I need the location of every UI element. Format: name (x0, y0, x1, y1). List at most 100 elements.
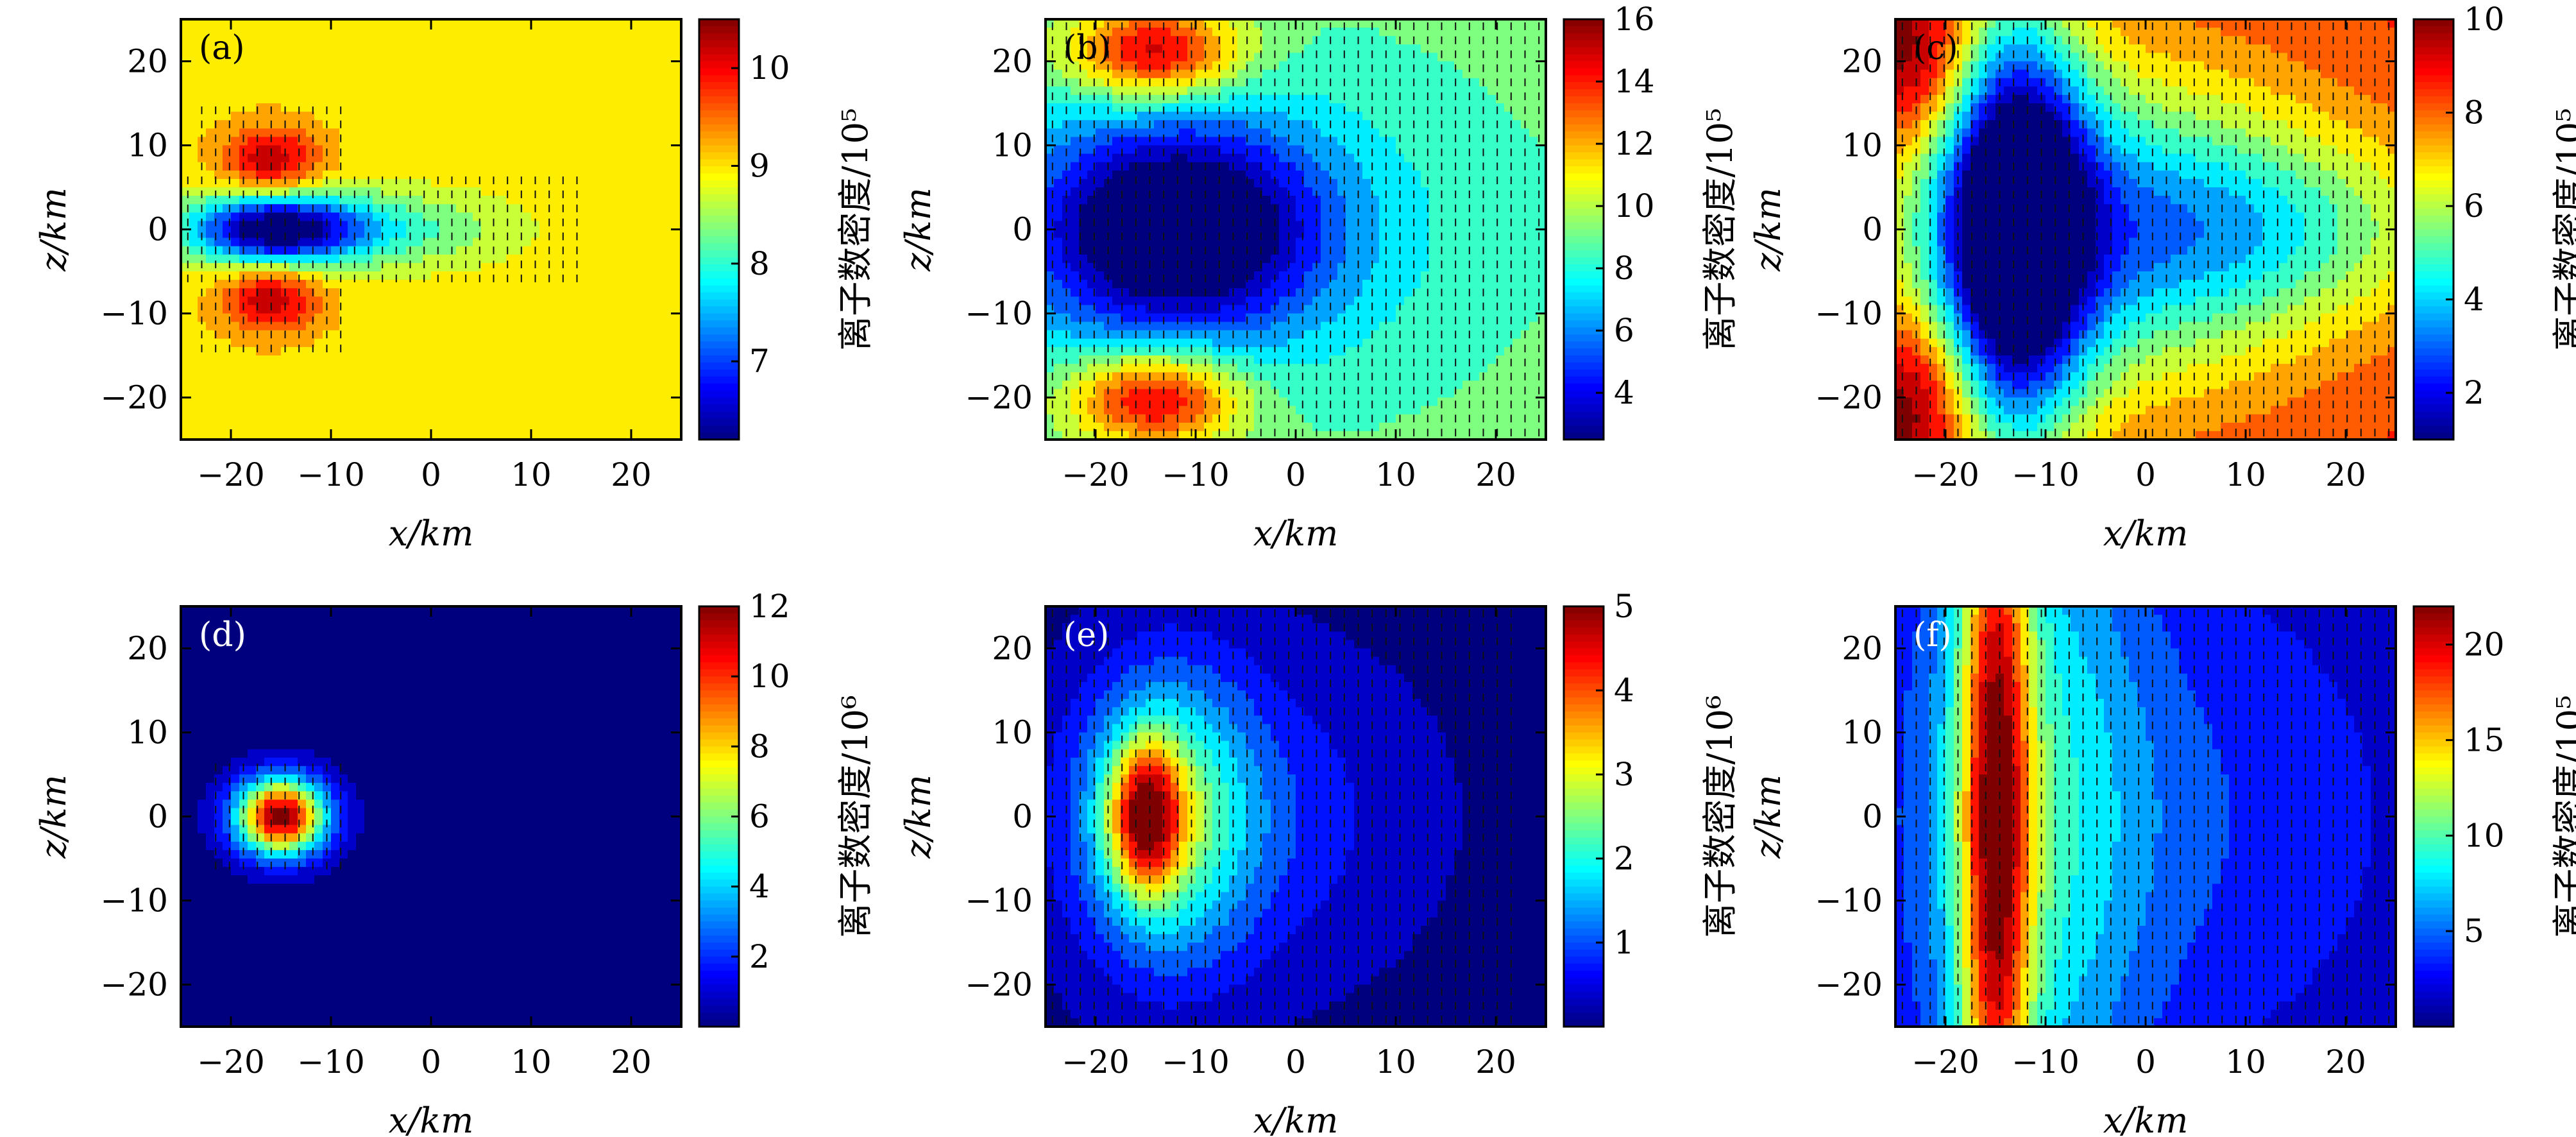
field-cell (1179, 347, 1188, 356)
field-cell (464, 53, 473, 62)
field-cell (498, 19, 507, 28)
field-cell (1137, 339, 1146, 348)
field-cell (481, 179, 490, 188)
field-cell (398, 179, 407, 188)
field-cell (356, 112, 365, 121)
field-cell (656, 171, 665, 180)
field-cell (1262, 28, 1271, 37)
field-cell (564, 187, 573, 196)
field-cell (1112, 112, 1121, 121)
field-cell (398, 204, 407, 213)
field-cell (581, 204, 590, 213)
field-cell (656, 187, 665, 196)
field-cell (1279, 238, 1288, 247)
field-cell (231, 204, 240, 213)
field-cell (665, 187, 674, 196)
field-cell (556, 322, 565, 331)
field-cell (564, 238, 573, 247)
field-cell (656, 230, 665, 239)
field-cell (614, 423, 623, 432)
field-cell (506, 87, 515, 96)
field-cell (423, 364, 432, 373)
field-cell (1196, 280, 1205, 289)
field-cell (1262, 112, 1271, 121)
field-cell (506, 372, 515, 381)
field-cell (1221, 280, 1230, 289)
field-cell (339, 36, 348, 45)
field-cell (223, 380, 232, 389)
field-cell (473, 389, 482, 398)
field-cell (1071, 305, 1080, 314)
field-cell (431, 305, 440, 314)
field-cell (589, 406, 598, 415)
field-cell (439, 296, 448, 305)
field-cell (581, 171, 590, 180)
field-cell (331, 120, 340, 129)
field-cell (598, 53, 607, 62)
field-cell (548, 330, 557, 339)
field-cell (1137, 347, 1146, 356)
field-cell (189, 263, 198, 272)
field-cell (589, 78, 598, 87)
field-cell (598, 221, 607, 230)
field-cell (514, 162, 523, 171)
field-cell (248, 112, 257, 121)
field-cell (1179, 162, 1188, 171)
field-cell (548, 95, 557, 104)
field-cell (614, 212, 623, 221)
field-cell (589, 204, 598, 213)
field-cell (573, 406, 582, 415)
field-cell (514, 423, 523, 432)
field-cell (439, 238, 448, 247)
field-cell (1262, 398, 1271, 407)
field-cell (348, 288, 357, 297)
field-cell (640, 70, 648, 79)
field-cell (1196, 330, 1205, 339)
field-cell (189, 246, 198, 255)
field-cell (439, 230, 448, 239)
field-cell (414, 314, 423, 323)
field-cell (614, 322, 623, 331)
field-cell (398, 389, 407, 398)
field-cell (314, 28, 323, 37)
field-cell (1071, 347, 1080, 356)
field-cell (1221, 44, 1230, 53)
field-cell (331, 103, 340, 112)
field-cell (248, 288, 257, 297)
field-cell (1179, 187, 1188, 196)
field-cell (648, 137, 657, 146)
field-cell (514, 137, 523, 146)
field-cell (640, 154, 648, 163)
field-cell (448, 415, 457, 423)
field-cell (423, 322, 432, 331)
field-cell (564, 212, 573, 221)
colorbar-segment (699, 96, 739, 104)
field-cell (206, 330, 215, 339)
field-cell (1279, 305, 1288, 314)
field-cell (514, 380, 523, 389)
field-cell (548, 78, 557, 87)
field-cell (531, 339, 540, 348)
field-cell (189, 62, 198, 71)
field-cell (314, 62, 323, 71)
field-cell (439, 406, 448, 415)
field-cell (1221, 255, 1230, 264)
field-cell (1237, 95, 1246, 104)
field-cell (656, 95, 665, 104)
field-cell (531, 296, 540, 305)
field-cell (523, 322, 532, 331)
field-cell (439, 120, 448, 129)
field-cell (623, 255, 632, 264)
field-cell (498, 280, 507, 289)
field-cell (598, 128, 607, 137)
field-cell (331, 179, 340, 188)
field-cell (506, 137, 515, 146)
field-cell (331, 128, 340, 137)
field-cell (539, 154, 548, 163)
field-cell (523, 288, 532, 297)
field-cell (298, 372, 307, 381)
field-cell (1054, 246, 1063, 255)
field-cell (414, 162, 423, 171)
field-cell (665, 339, 674, 348)
colorbar-segment (699, 209, 739, 216)
